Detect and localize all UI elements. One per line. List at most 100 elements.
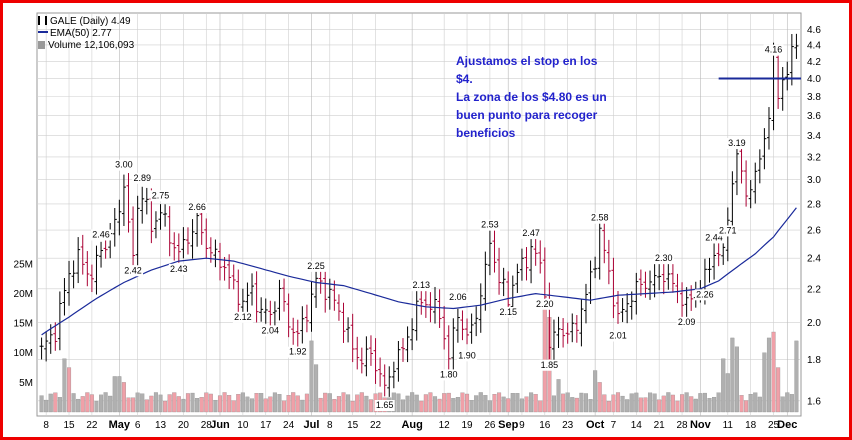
trade-note: Ajustamos el stop en los $4. La zona de … [456, 52, 631, 142]
volume-bar [620, 395, 625, 413]
volume-bar [748, 393, 753, 413]
volume-bar [776, 367, 781, 413]
legend-symbol-text: GALE (Daily) 4.49 [50, 16, 131, 27]
date-tick-label: 22 [86, 420, 98, 431]
annotation-bg [521, 228, 542, 240]
volume-bar [327, 393, 332, 413]
volume-bar [657, 399, 662, 413]
price-tick-label: 4.0 [807, 74, 821, 85]
price-tick-label: 4.6 [807, 25, 821, 36]
volume-bar [144, 399, 149, 413]
date-tick-label: 8 [327, 420, 333, 431]
volume-bar [492, 394, 497, 413]
volume-bar [94, 400, 99, 413]
price-tick-label: 3.4 [807, 131, 821, 142]
date-tick-label: 20 [178, 420, 190, 431]
annotation-bg [704, 232, 725, 244]
volume-bar [602, 394, 607, 413]
annotation-bg [374, 400, 395, 412]
price-bars [39, 33, 799, 397]
volume-bar [483, 395, 488, 413]
annotation-bg [411, 280, 432, 292]
volume-bar [465, 393, 470, 413]
volume-bar [163, 400, 168, 413]
volume-bar [185, 393, 190, 413]
annotation-bg [763, 44, 784, 56]
note-line: La zona de los $4.80 es un [456, 90, 607, 104]
volume-bar [396, 393, 401, 413]
volume-bar [423, 394, 428, 413]
date-tick-label: 9 [519, 420, 525, 431]
annotation-bg [168, 263, 189, 275]
volume-bar [625, 399, 630, 413]
volume-bar [734, 346, 739, 413]
volume-bar [213, 399, 218, 413]
volume-bar [199, 397, 204, 413]
volume-bar [666, 392, 671, 413]
volume-bar [529, 392, 534, 413]
note-line: beneficios [456, 126, 516, 140]
volume-bar [716, 392, 721, 413]
note-line: $4. [456, 72, 473, 86]
volume-bar [744, 400, 749, 413]
date-tick-label: Oct [586, 419, 605, 431]
volume-bar [364, 395, 369, 413]
volume-bar [268, 396, 273, 413]
volume-bar [359, 392, 364, 413]
date-tick-label: Nov [690, 419, 712, 431]
volume-bar [593, 370, 598, 413]
volume-axis: 5M 10M 15M 20M 25M [14, 259, 33, 389]
volume-bar [474, 395, 479, 413]
grid-lines [37, 13, 801, 416]
volume-bar [478, 392, 483, 413]
price-annotation: 2.43 [170, 264, 188, 274]
volume-bar [108, 395, 113, 413]
price-annotation: 1.90 [458, 350, 476, 360]
date-tick-label: 24 [283, 420, 295, 431]
annotation-bg [498, 306, 519, 318]
date-tick-label: 22 [370, 420, 382, 431]
date-tick-label: 25 [768, 420, 780, 431]
price-tick-label: 1.8 [807, 355, 821, 366]
annotation-bg [306, 260, 327, 272]
date-tick-label: 18 [745, 420, 757, 431]
volume-bar [789, 394, 794, 413]
volume-bar [76, 398, 81, 413]
volume-bar [588, 399, 593, 413]
volume-tick-label: 10M [14, 348, 33, 359]
volume-bar [780, 396, 785, 413]
price-annotation: 2.47 [522, 228, 540, 238]
volume-bar [400, 399, 406, 413]
volume-bar [44, 399, 49, 413]
volume-bar [341, 392, 346, 413]
legend-ema: EMA(50) 2.77 [38, 28, 112, 39]
volume-bar [730, 337, 735, 413]
annotation-bg [287, 346, 308, 358]
volume-bar [71, 393, 76, 413]
volume-bar [336, 396, 341, 413]
volume-bar [652, 393, 657, 413]
price-annotation: 2.89 [133, 173, 151, 183]
volume-bar [615, 392, 621, 413]
annotation-bg [457, 350, 478, 362]
price-tick-label: 4.2 [807, 57, 821, 68]
volume-bar [428, 392, 433, 413]
ema-line-group [41, 207, 797, 336]
volume-bar [432, 396, 438, 413]
volume-bar [355, 394, 360, 413]
volume-bar [446, 392, 451, 413]
annotation-bg [447, 291, 468, 303]
volume-bar [263, 398, 268, 413]
volume-bar [771, 331, 776, 413]
price-annotation: 2.13 [413, 280, 431, 290]
volume-bar [153, 392, 158, 413]
volume-bar [282, 400, 287, 413]
volume-tick-label: 15M [14, 319, 33, 330]
volume-bar [561, 393, 566, 413]
annotation-bg [123, 265, 144, 277]
volume-bar [794, 340, 799, 413]
volume-bar [414, 394, 419, 413]
volume-bar [707, 398, 712, 413]
price-annotation: 3.00 [115, 160, 133, 170]
